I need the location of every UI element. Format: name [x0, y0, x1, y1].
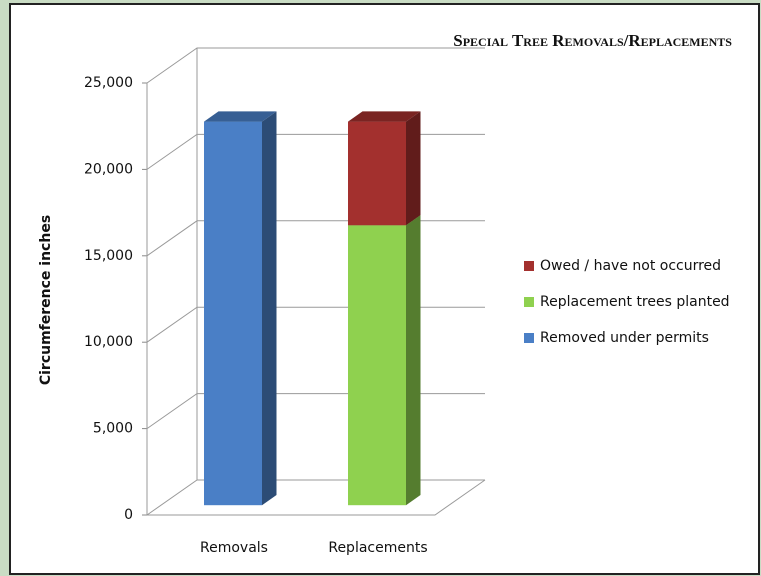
chart-title: Special Tree Removals/Replacements: [453, 31, 732, 50]
bar: [348, 121, 406, 226]
bar-side: [406, 111, 421, 226]
floor-edge: [147, 479, 486, 516]
bar: [348, 225, 406, 506]
legend-label: Replacement trees planted: [540, 294, 730, 310]
legend-swatch: [524, 297, 534, 307]
bar-top: [348, 111, 421, 122]
bar-side: [262, 111, 277, 506]
bar: [204, 121, 262, 506]
y-axis-label: Circumference inches: [38, 215, 54, 385]
y-tick-label: 5,000: [93, 421, 133, 437]
legend-label: Owed / have not occurred: [540, 258, 721, 274]
x-tick-label: Replacements: [328, 540, 427, 556]
y-tick-label: 15,000: [84, 248, 133, 264]
x-tick-label: Removals: [200, 540, 268, 556]
legend-label: Removed under permits: [540, 330, 709, 346]
y-tick-label: 25,000: [84, 75, 133, 91]
bar-top: [204, 111, 277, 122]
y-tick-label: 0: [124, 507, 133, 523]
y-tick-label: 20,000: [84, 161, 133, 177]
bar-side: [406, 215, 421, 506]
y-tick-label: 10,000: [84, 334, 133, 350]
legend-swatch: [524, 261, 534, 271]
legend-swatch: [524, 333, 534, 343]
